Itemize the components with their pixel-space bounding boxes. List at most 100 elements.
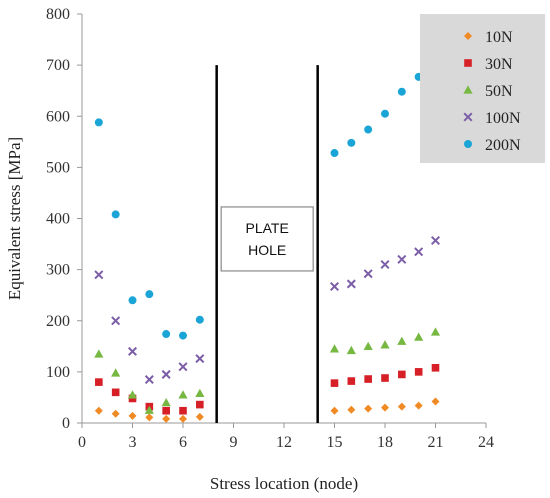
y-tick-label: 100 [46, 364, 70, 381]
data-point [414, 332, 424, 341]
legend-marker-30n [464, 59, 472, 67]
data-point [161, 369, 171, 379]
data-point [330, 379, 339, 387]
data-point [162, 406, 170, 415]
legend-marker-10n [464, 32, 472, 40]
y-tick-label: 300 [46, 262, 70, 279]
y-tick-label: 400 [46, 211, 70, 228]
legend-label-200n: 200N [485, 137, 521, 154]
data-point [179, 414, 187, 423]
data-point [128, 296, 137, 305]
data-point [145, 290, 154, 299]
data-point [128, 411, 137, 420]
data-point [431, 363, 440, 372]
data-point [330, 149, 339, 158]
y-tick-label: 0 [62, 415, 70, 432]
y-axis-title: Equivalent stress [MPa] [5, 137, 24, 300]
data-point [161, 397, 171, 407]
y-tick-label: 500 [46, 159, 70, 176]
data-point [144, 375, 154, 385]
x-axis-ticks: 0 3 6 9 12 15 18 21 24 [78, 423, 494, 451]
data-point [397, 402, 406, 411]
data-point [364, 375, 372, 383]
data-point [330, 406, 339, 415]
legend-background [420, 14, 545, 163]
series-10n [94, 397, 440, 423]
x-tick-label: 9 [230, 434, 238, 451]
data-point [364, 125, 373, 134]
data-point [178, 390, 188, 399]
data-point [397, 87, 406, 96]
data-point [381, 109, 389, 118]
data-point [127, 390, 138, 399]
data-point [414, 247, 424, 257]
data-point [162, 330, 171, 339]
data-point [430, 327, 441, 336]
x-axis-title: Stress location (node) [210, 474, 358, 493]
y-tick-label: 200 [46, 313, 70, 330]
data-point [347, 138, 356, 147]
data-point [179, 406, 187, 415]
data-point [430, 235, 441, 245]
legend-marker-100n [463, 112, 473, 122]
data-point [111, 210, 120, 219]
series-50n [94, 327, 441, 414]
series-100n [94, 235, 441, 385]
data-point [398, 370, 406, 379]
data-point [346, 279, 356, 289]
data-point [95, 378, 103, 386]
data-point [127, 346, 138, 356]
data-point [195, 388, 205, 398]
plate-hole-label-line-1: PLATE [246, 220, 289, 236]
data-point [346, 345, 356, 355]
x-tick-label: 24 [478, 434, 494, 451]
plate-hole-annotation: PLATE HOLE [215, 65, 319, 423]
data-point [347, 377, 356, 385]
data-point [347, 405, 356, 414]
data-point [329, 344, 340, 353]
data-point [195, 412, 204, 421]
x-tick-label: 12 [276, 434, 292, 451]
data-point [380, 340, 390, 349]
x-tick-label: 6 [179, 434, 187, 451]
data-point [111, 409, 120, 418]
data-point [111, 316, 121, 326]
data-point [94, 270, 104, 280]
legend-marker-50n [463, 85, 473, 94]
data-point [431, 397, 440, 406]
data-point [196, 400, 204, 409]
data-point [111, 368, 121, 377]
plate-hole-label-line-2: HOLE [248, 242, 286, 258]
data-point [179, 331, 187, 340]
x-tick-label: 21 [428, 434, 444, 451]
data-point [397, 336, 407, 345]
legend: 10N 30N 50N 100N 200N [420, 14, 545, 163]
y-tick-label: 700 [46, 57, 70, 74]
data-point [381, 403, 389, 412]
data-point [94, 118, 103, 127]
legend-label-50n: 50N [485, 83, 513, 100]
data-point [94, 406, 103, 415]
data-point [414, 368, 423, 376]
data-point [329, 281, 340, 292]
x-tick-label: 18 [377, 434, 393, 451]
y-tick-label: 600 [46, 108, 70, 125]
data-point [94, 349, 104, 358]
data-point [111, 388, 120, 397]
data-point [380, 260, 390, 270]
data-point [363, 341, 373, 350]
data-point [363, 269, 373, 279]
data-point [414, 401, 423, 410]
y-axis-ticks: 0 100 200 300 400 500 600 700 800 [46, 6, 82, 432]
data-point [145, 413, 154, 422]
data-point [195, 354, 205, 364]
x-tick-label: 3 [129, 434, 137, 451]
data-point [397, 254, 407, 264]
data-point [162, 414, 171, 423]
data-point [364, 404, 373, 413]
data-point [178, 362, 188, 372]
legend-marker-200n [464, 140, 472, 148]
x-tick-label: 15 [327, 434, 343, 451]
series-200n [94, 58, 440, 340]
